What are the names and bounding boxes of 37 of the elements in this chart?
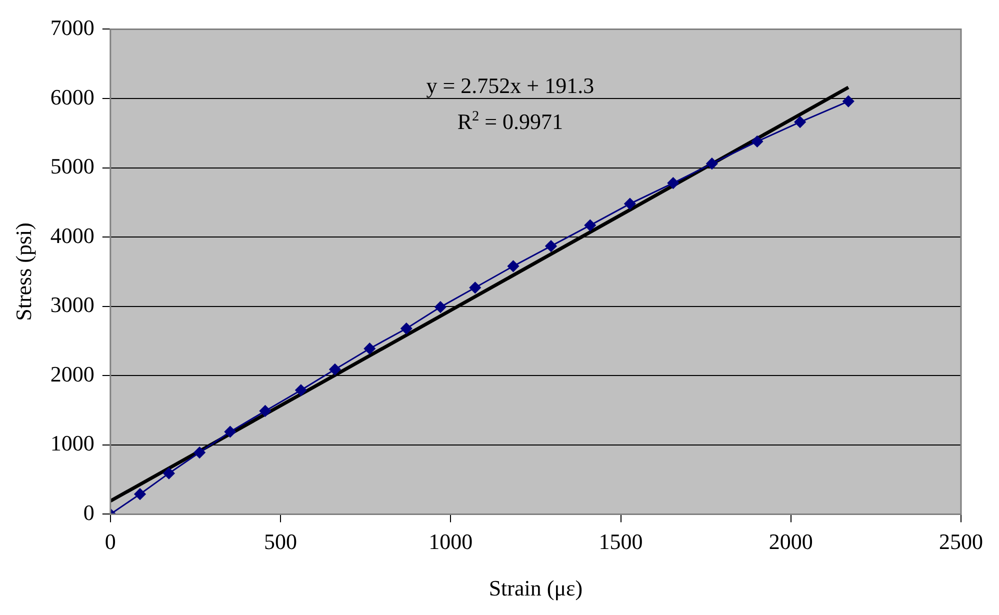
point: [751, 136, 763, 148]
point: [706, 158, 718, 170]
point: [624, 198, 636, 210]
x-axis-title: Strain (με): [488, 576, 583, 601]
x-tick-label: 1000: [428, 529, 473, 554]
x-tick-label: 2500: [939, 529, 983, 554]
point: [794, 116, 806, 128]
point: [259, 405, 271, 417]
x-tick-label: 0: [104, 529, 116, 554]
point: [507, 260, 519, 272]
point: [400, 322, 412, 334]
point: [667, 177, 679, 189]
annotation: y = 2.752x + 191.3: [426, 73, 594, 98]
point: [163, 468, 175, 480]
point: [364, 342, 376, 354]
point: [224, 426, 236, 438]
y-tick-label: 1000: [50, 430, 94, 456]
point: [329, 364, 341, 376]
y-tick-label: 0: [83, 500, 94, 525]
point: [194, 446, 206, 458]
x-tick-label: 2000: [768, 529, 813, 554]
y-axis-title: Stress (psi): [10, 222, 36, 321]
y-tick-label: 2000: [50, 361, 94, 386]
y-tick-label: 5000: [50, 154, 94, 179]
x-tick-label: 1500: [598, 529, 643, 554]
point: [434, 301, 446, 313]
point: [295, 384, 307, 396]
point: [134, 488, 146, 500]
point: [469, 282, 481, 294]
point: [584, 220, 596, 232]
y-tick-label: 7000: [50, 14, 94, 40]
y-tick-label: 6000: [50, 84, 94, 110]
x-tick-label: 500: [264, 529, 298, 554]
point: [842, 96, 854, 108]
y-tick-label: 4000: [50, 222, 94, 248]
point: [545, 240, 557, 252]
y-tick-label: 3000: [50, 292, 94, 318]
